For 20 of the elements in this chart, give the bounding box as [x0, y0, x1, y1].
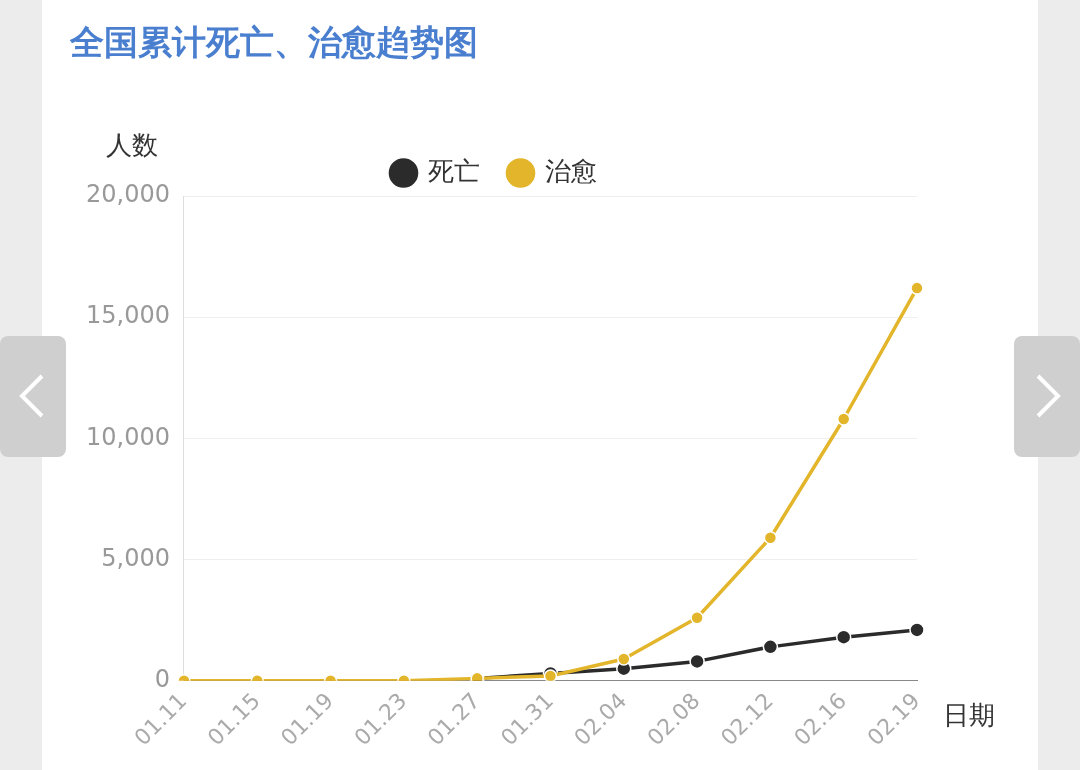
y-tick-label: 15,000 [85, 301, 170, 330]
point [689, 653, 705, 670]
point [763, 531, 778, 545]
x-axis-title: 日期 [943, 699, 995, 730]
y-tick-label: 0 [154, 665, 170, 694]
legend-label: 治愈 [544, 155, 597, 186]
chart-title: 全国累计死亡、治愈趋势图 [70, 21, 478, 64]
point [543, 669, 558, 681]
point [690, 611, 704, 625]
y-tick-label: 5,000 [101, 543, 170, 572]
point [617, 652, 631, 666]
legend-label: 死亡 [427, 155, 480, 186]
point [762, 639, 779, 655]
y-tick-label: 10,000 [85, 422, 170, 451]
y-axis-title: 人数 [105, 129, 158, 160]
y-tick-label: 20,000 [85, 180, 170, 209]
point [910, 281, 924, 295]
point [836, 412, 851, 426]
point [835, 629, 852, 645]
point [909, 622, 925, 638]
